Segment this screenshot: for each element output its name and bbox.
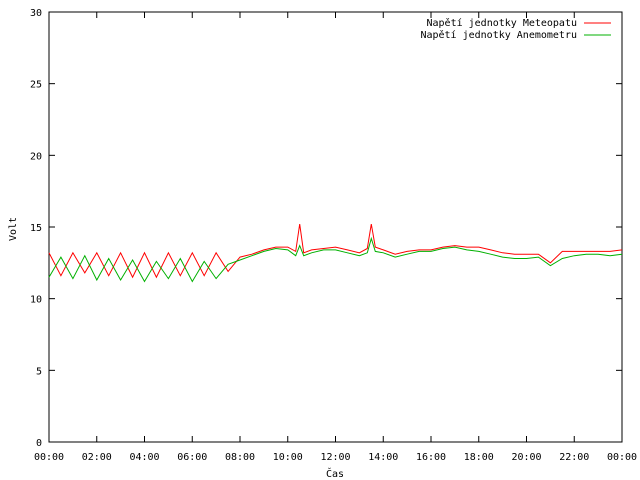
x-tick-label: 16:00: [416, 452, 446, 463]
y-tick-label: 0: [36, 438, 42, 449]
x-tick-label: 10:00: [273, 452, 303, 463]
y-tick-label: 15: [30, 223, 42, 234]
y-axis-ticks: 0 5 10 15 20 25 30: [30, 8, 622, 449]
x-axis-label: Čas: [326, 467, 344, 480]
y-tick-label: 30: [30, 8, 42, 19]
x-tick-label: 00:00: [607, 452, 637, 463]
x-tick-label: 06:00: [177, 452, 207, 463]
y-tick-label: 20: [30, 151, 42, 162]
y-tick-label: 5: [36, 366, 42, 377]
x-tick-label: 08:00: [225, 452, 255, 463]
x-tick-label: 12:00: [320, 452, 350, 463]
x-axis-ticks: 00:00 02:00 04:00 06:00 08:00 10:00 12:00 14:00…: [34, 12, 637, 463]
x-tick-label: 14:00: [368, 452, 398, 463]
x-tick-label: 04:00: [129, 452, 159, 463]
series-line-1: [48, 224, 623, 279]
x-tick-label: 00:00: [34, 452, 64, 463]
series-layer: [48, 224, 623, 283]
y-axis-label: Volt: [8, 217, 19, 241]
x-tick-label: 22:00: [559, 452, 589, 463]
x-tick-label: 20:00: [511, 452, 541, 463]
y-tick-label: 10: [30, 295, 42, 306]
plot-frame: [48, 11, 623, 443]
legend-entry-label: Napětí jednotky Anemometru: [420, 29, 577, 41]
x-tick-label: 02:00: [82, 452, 112, 463]
x-tick-label: 18:00: [464, 452, 494, 463]
legend-entry-label: Napětí jednotky Meteopatu: [426, 17, 577, 29]
y-tick-label: 25: [30, 80, 42, 91]
series-line-2: [48, 236, 623, 283]
